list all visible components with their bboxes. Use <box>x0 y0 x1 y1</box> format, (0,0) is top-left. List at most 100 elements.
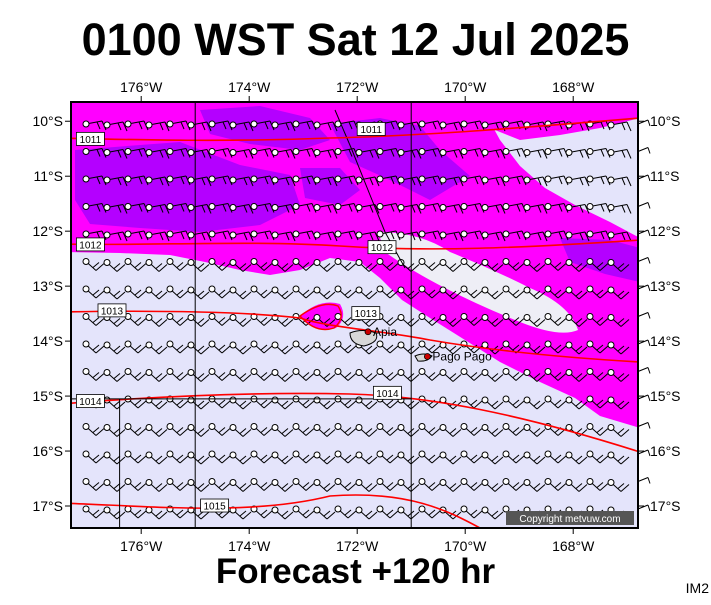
wind-barb <box>586 478 609 491</box>
wind-barb <box>607 121 632 132</box>
wind-barb <box>124 285 147 299</box>
wind-barb <box>187 314 210 327</box>
isobar-label-text: 1012 <box>371 243 394 254</box>
wind-barb <box>502 285 525 299</box>
precip-heavy-5 <box>560 238 638 282</box>
axis-ticks <box>65 96 644 534</box>
wind-barb <box>565 341 588 355</box>
wind-barb <box>103 176 128 187</box>
wind-barb <box>103 341 126 355</box>
wind-barb <box>313 149 338 159</box>
wind-barb <box>229 424 252 437</box>
wind-barb <box>124 175 149 186</box>
wind-barb <box>166 478 189 491</box>
isobar-label: 1015 <box>200 498 230 513</box>
wind-barb <box>145 149 170 159</box>
wind-barb <box>271 121 296 132</box>
wind-barb <box>607 396 630 410</box>
isobar-line <box>71 392 638 453</box>
edge-barb <box>637 477 651 484</box>
wind-barb <box>166 313 189 326</box>
wind-barb <box>187 121 212 132</box>
wind-barb <box>607 424 630 437</box>
wind-barb <box>103 424 126 437</box>
wind-barb <box>565 369 588 382</box>
wind-barb <box>481 121 506 132</box>
wind-barb <box>523 396 546 410</box>
lat-label-right: 10°S <box>650 113 681 129</box>
wind-barb <box>187 369 210 382</box>
wind-barb <box>334 505 357 519</box>
wind-barb <box>439 479 462 492</box>
wind-barb <box>229 149 254 159</box>
wind-barb <box>544 450 567 464</box>
wind-barb <box>208 148 233 158</box>
wind-barb <box>544 285 567 299</box>
wind-barb <box>145 451 168 465</box>
wind-barb <box>460 230 485 241</box>
wind-barb <box>166 230 191 241</box>
wind-barb <box>250 340 273 354</box>
wind-barb <box>334 285 357 299</box>
lat-label-right: 12°S <box>650 223 681 239</box>
wind-barb <box>481 149 506 159</box>
wind-barb <box>313 204 338 214</box>
wind-barb <box>271 231 296 242</box>
wind-barb <box>523 479 546 492</box>
wind-barb <box>355 176 380 187</box>
wind-barb <box>82 368 105 381</box>
wind-barb <box>145 479 168 492</box>
wind-barb <box>586 313 609 326</box>
wind-barb <box>544 203 569 213</box>
wind-barb <box>523 231 548 242</box>
wind-barb <box>187 341 210 355</box>
isobar-label-text: 1013 <box>355 309 378 320</box>
wind-barb <box>292 450 315 464</box>
wind-barb <box>292 478 315 491</box>
wind-barb <box>460 450 483 464</box>
wind-barb <box>334 230 359 241</box>
wind-barb <box>271 424 294 437</box>
wind-barb <box>523 424 546 437</box>
wind-barb <box>523 259 546 272</box>
wind-barb <box>103 479 126 492</box>
wind-barb <box>103 121 128 132</box>
wind-barb <box>208 423 231 436</box>
wind-barb <box>565 176 590 187</box>
wind-barb <box>166 368 189 381</box>
wind-barb <box>565 479 588 492</box>
wind-barb <box>502 423 525 436</box>
lat-label-left: 15°S <box>32 388 63 404</box>
wind-barb <box>229 176 254 187</box>
isobar-label: 1012 <box>76 237 105 251</box>
lon-label-top: 174°W <box>228 79 271 95</box>
lon-label-top: 172°W <box>336 79 379 95</box>
wind-barb <box>250 285 273 299</box>
wind-barb <box>82 505 105 519</box>
wind-barb <box>271 396 294 410</box>
wind-barb <box>145 204 170 214</box>
wind-barb <box>544 340 567 354</box>
lon-label-top: 176°W <box>120 79 163 95</box>
isobars <box>71 117 638 528</box>
wind-barb <box>502 313 525 326</box>
edge-barb <box>637 339 651 347</box>
wind-barb <box>544 313 567 326</box>
wind-barb <box>82 203 107 213</box>
wind-barb <box>229 204 254 214</box>
wind-barb <box>376 368 399 381</box>
wind-barb <box>355 259 378 272</box>
wind-barb <box>250 478 273 491</box>
wind-barb <box>502 395 525 409</box>
wind-barb <box>229 506 252 520</box>
wind-barb <box>397 369 420 382</box>
map-frame <box>70 101 639 529</box>
wind-barb <box>166 285 189 299</box>
wind-barb <box>502 450 525 464</box>
wind-barb <box>124 450 147 464</box>
wind-barb <box>355 231 380 242</box>
wind-barb <box>250 258 273 271</box>
lat-label-left: 17°S <box>32 498 63 514</box>
wind-barb <box>355 204 380 214</box>
